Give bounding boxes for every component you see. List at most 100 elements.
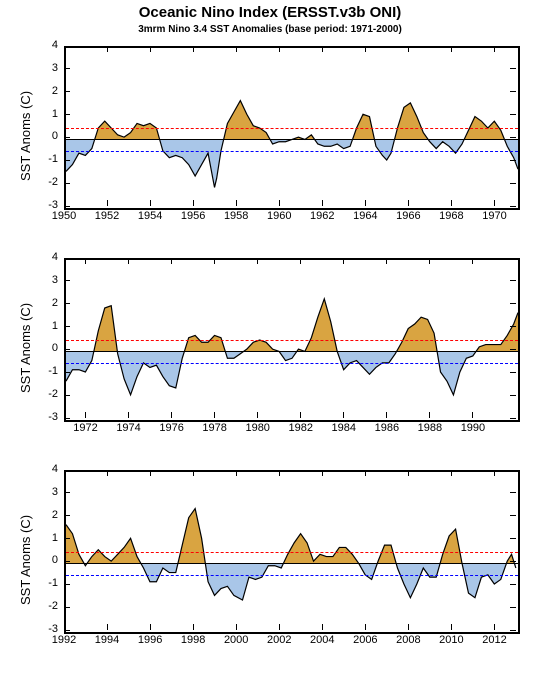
xtick <box>150 46 151 52</box>
xtick <box>429 258 430 264</box>
xtick <box>257 258 258 264</box>
ytick <box>64 206 70 207</box>
ytick <box>64 91 70 92</box>
xtick <box>279 470 280 476</box>
xtick <box>64 470 65 476</box>
xtick-label: 1954 <box>130 210 170 222</box>
ytick <box>64 470 70 471</box>
xtick <box>408 470 409 476</box>
xtick <box>236 200 237 206</box>
threshold-neg <box>66 575 518 576</box>
xtick-label: 1988 <box>410 422 450 434</box>
xtick-label: 1956 <box>173 210 213 222</box>
xtick <box>85 412 86 418</box>
ytick <box>64 418 70 419</box>
ytick-label: -1 <box>36 153 58 165</box>
xtick <box>322 470 323 476</box>
xtick-label: 1966 <box>388 210 428 222</box>
threshold-pos <box>66 552 518 553</box>
ytick <box>64 183 70 184</box>
xtick <box>386 258 387 264</box>
ytick <box>510 280 516 281</box>
xtick <box>171 412 172 418</box>
xtick <box>236 624 237 630</box>
ytick <box>64 137 70 138</box>
xtick <box>322 46 323 52</box>
xtick <box>171 258 172 264</box>
xtick <box>472 412 473 418</box>
xtick-label: 2008 <box>388 634 428 646</box>
ytick <box>510 160 516 161</box>
xtick <box>236 46 237 52</box>
panel-0: SST Anoms (C)-3-2-1012341950195219541956… <box>0 46 540 246</box>
xtick-label: 1998 <box>173 634 213 646</box>
xtick <box>64 200 65 206</box>
ytick <box>510 68 516 69</box>
xtick <box>494 470 495 476</box>
ytick <box>510 372 516 373</box>
xtick-label: 1974 <box>109 422 149 434</box>
xtick <box>451 46 452 52</box>
xtick <box>64 624 65 630</box>
xtick <box>451 624 452 630</box>
xtick <box>365 46 366 52</box>
ytick <box>64 584 70 585</box>
y-axis-label: SST Anoms (C) <box>18 91 33 181</box>
fill-region <box>160 139 224 187</box>
ytick <box>64 160 70 161</box>
ytick-label: 3 <box>36 62 58 74</box>
threshold-neg <box>66 363 518 364</box>
ytick <box>510 584 516 585</box>
xtick-label: 2004 <box>302 634 342 646</box>
xtick-label: 2002 <box>259 634 299 646</box>
xtick-label: 1994 <box>87 634 127 646</box>
ytick-label: 2 <box>36 85 58 97</box>
zero-line <box>66 351 518 352</box>
ytick <box>510 492 516 493</box>
ytick-label: 4 <box>36 463 58 475</box>
xtick-label: 1976 <box>152 422 192 434</box>
xtick <box>64 46 65 52</box>
ytick <box>64 372 70 373</box>
xtick-label: 2010 <box>431 634 471 646</box>
xtick <box>494 200 495 206</box>
xtick <box>322 624 323 630</box>
xtick <box>451 200 452 206</box>
xtick <box>150 200 151 206</box>
xtick <box>408 46 409 52</box>
ytick <box>64 395 70 396</box>
xtick <box>429 412 430 418</box>
panel-1: SST Anoms (C)-3-2-1012341972197419761978… <box>0 258 540 458</box>
xtick <box>236 470 237 476</box>
xtick <box>279 624 280 630</box>
xtick <box>386 412 387 418</box>
ytick-label: 2 <box>36 297 58 309</box>
xtick-label: 1972 <box>66 422 106 434</box>
ytick-label: 1 <box>36 108 58 120</box>
ytick-label: 1 <box>36 320 58 332</box>
ytick-label: -1 <box>36 365 58 377</box>
ytick <box>510 258 516 259</box>
ytick <box>64 515 70 516</box>
ytick <box>510 303 516 304</box>
fill-region <box>184 335 225 351</box>
ytick-label: 3 <box>36 486 58 498</box>
xtick-label: 1950 <box>44 210 84 222</box>
xtick <box>128 258 129 264</box>
ytick <box>64 538 70 539</box>
zero-line <box>66 139 518 140</box>
xtick <box>279 46 280 52</box>
threshold-pos <box>66 340 518 341</box>
xtick <box>107 624 108 630</box>
ytick <box>64 46 70 47</box>
xtick <box>365 624 366 630</box>
xtick <box>494 46 495 52</box>
xtick <box>150 624 151 630</box>
xtick <box>408 624 409 630</box>
ytick-label: 4 <box>36 251 58 263</box>
chart-title: Oceanic Nino Index (ERSST.v3b ONI) <box>0 4 540 21</box>
ytick <box>64 68 70 69</box>
zero-line <box>66 563 518 564</box>
xtick <box>408 200 409 206</box>
ytick <box>510 515 516 516</box>
